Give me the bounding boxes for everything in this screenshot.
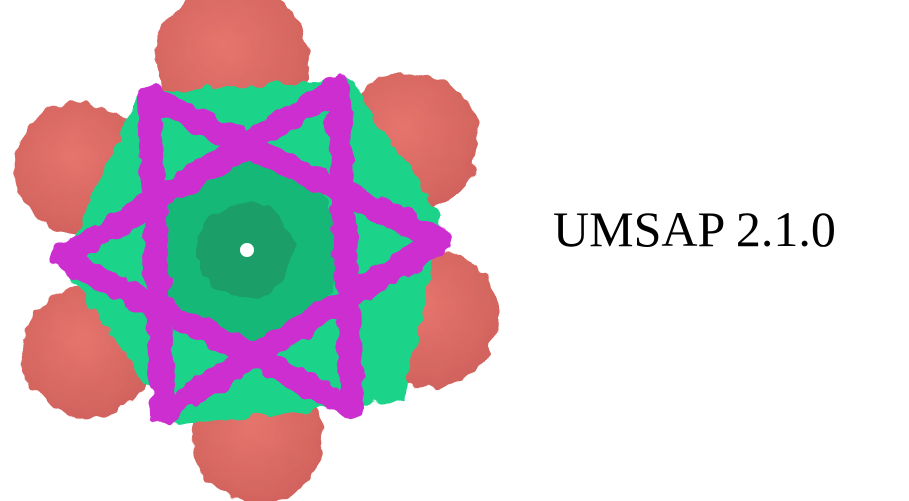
central-pore <box>240 243 254 257</box>
app-title: UMSAP 2.1.0 <box>553 201 836 257</box>
protein-image <box>14 0 498 501</box>
magenta-chains <box>50 76 452 424</box>
